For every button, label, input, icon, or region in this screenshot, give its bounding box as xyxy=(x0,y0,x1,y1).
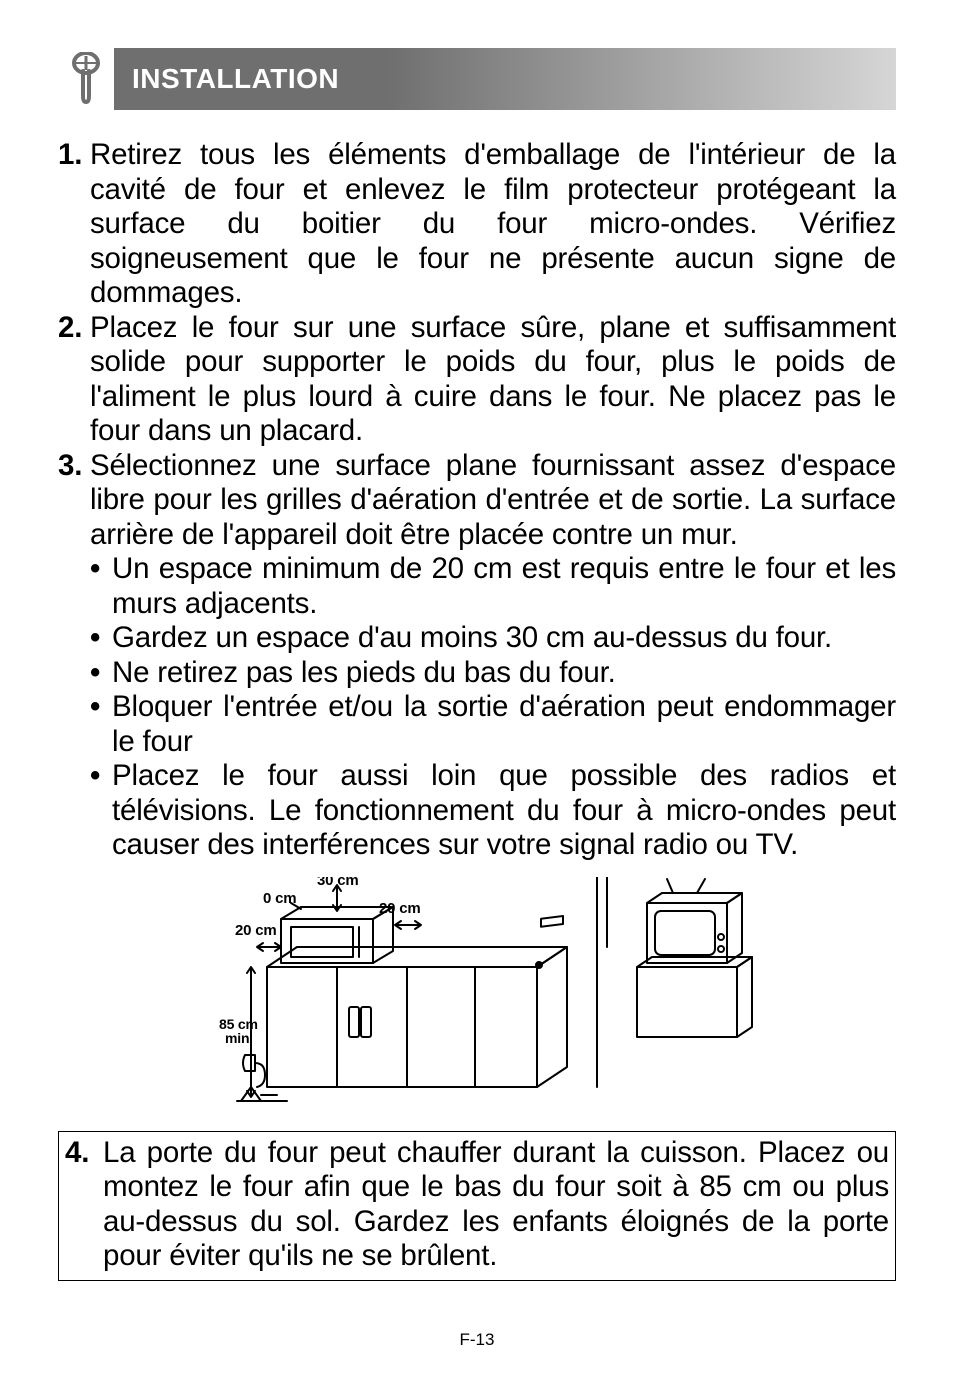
diagram-label-30cm: 30 cm xyxy=(317,877,359,889)
bullet-item: • Ne retirez pas les pieds du bas du fou… xyxy=(90,656,896,691)
thermometer-icon xyxy=(58,48,114,110)
page-number: F-13 xyxy=(0,1330,954,1350)
diagram-label-min: min xyxy=(225,1030,249,1046)
bullet-item: • Gardez un espace d'au moins 30 cm au-d… xyxy=(90,621,896,656)
installation-diagram: 30 cm 0 cm 20 cm 20 cm 85 cm min xyxy=(58,877,896,1113)
item-number: 3. xyxy=(58,449,90,553)
diagram-label-20cm-r: 20 cm xyxy=(379,900,421,917)
bullet-dot: • xyxy=(90,759,112,863)
page-title: INSTALLATION xyxy=(132,63,339,95)
bullet-text: Gardez un espace d'au moins 30 cm au-des… xyxy=(112,621,896,656)
item-text: Retirez tous les éléments d'emballage de… xyxy=(90,138,896,311)
list-item-3: 3. Sélectionnez une surface plane fourni… xyxy=(58,449,896,553)
bullet-dot: • xyxy=(90,552,112,621)
bullet-dot: • xyxy=(90,621,112,656)
title-box: INSTALLATION xyxy=(114,48,896,110)
warning-box: 4. La porte du four peut chauffer durant… xyxy=(58,1131,896,1281)
bullet-text: Ne retirez pas les pieds du bas du four. xyxy=(112,656,896,691)
content-body: 1. Retirez tous les éléments d'emballage… xyxy=(58,138,896,1281)
bullet-dot: • xyxy=(90,690,112,759)
list-item-1: 1. Retirez tous les éléments d'emballage… xyxy=(58,138,896,311)
bullet-text: Bloquer l'entrée et/ou la sortie d'aérat… xyxy=(112,690,896,759)
item-number: 4. xyxy=(65,1136,97,1274)
item-number: 2. xyxy=(58,311,90,449)
item-text: La porte du four peut chauffer durant la… xyxy=(97,1136,889,1274)
item-text: Placez le four sur une surface sûre, pla… xyxy=(90,311,896,449)
bullet-text: Placez le four aussi loin que possible d… xyxy=(112,759,896,863)
diagram-label-0cm: 0 cm xyxy=(263,890,296,907)
bullet-list: • Un espace minimum de 20 cm est requis … xyxy=(58,552,896,863)
bullet-item: • Bloquer l'entrée et/ou la sortie d'aér… xyxy=(90,690,896,759)
list-item-4: 4. La porte du four peut chauffer durant… xyxy=(65,1136,889,1274)
bullet-dot: • xyxy=(90,656,112,691)
header-bar: INSTALLATION xyxy=(58,48,896,110)
list-item-2: 2. Placez le four sur une surface sûre, … xyxy=(58,311,896,449)
bullet-text: Un espace minimum de 20 cm est requis en… xyxy=(112,552,896,621)
bullet-item: • Un espace minimum de 20 cm est requis … xyxy=(90,552,896,621)
bullet-item: • Placez le four aussi loin que possible… xyxy=(90,759,896,863)
diagram-label-20cm-l: 20 cm xyxy=(235,922,277,939)
item-text: Sélectionnez une surface plane fournissa… xyxy=(90,449,896,553)
item-number: 1. xyxy=(58,138,90,311)
